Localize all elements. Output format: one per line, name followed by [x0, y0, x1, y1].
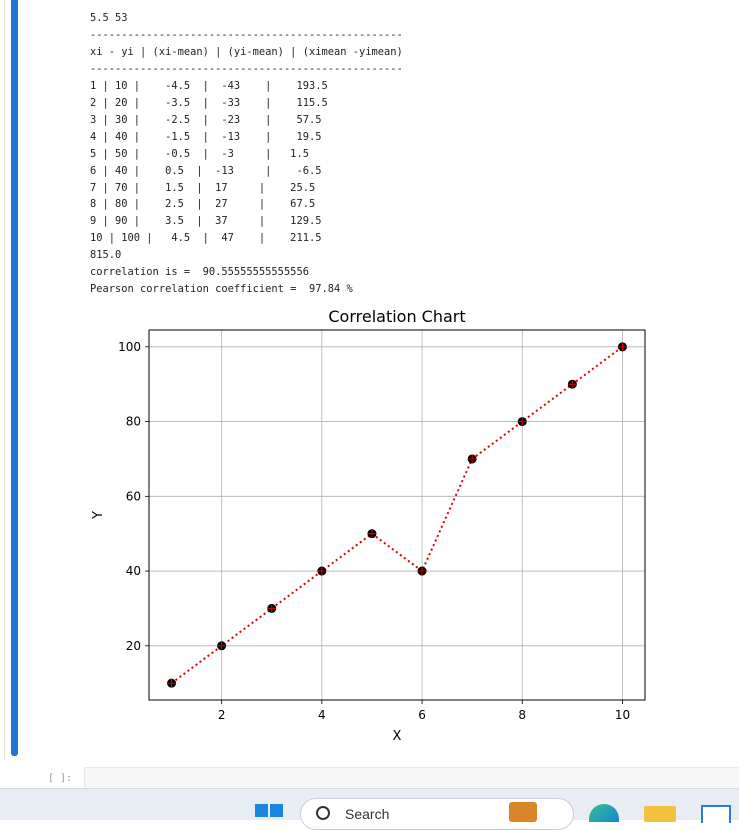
chart-grid: [149, 330, 645, 700]
output-line: 5 | 50 | -0.5 | -3 | 1.5: [90, 147, 309, 160]
output-line: 1 | 10 | -4.5 | -43 | 193.5: [90, 79, 328, 92]
y-axis-label: Y: [91, 511, 106, 520]
series-line: [170, 346, 624, 684]
empty-code-cell[interactable]: [84, 767, 739, 790]
cell-selection-bar[interactable]: [11, 0, 18, 756]
output-line: 8 | 80 | 2.5 | 27 | 67.5: [90, 198, 316, 211]
x-tick-label: 4: [318, 708, 326, 722]
data-point-cross: [418, 567, 427, 576]
output-line: xi - yi | (xi-mean) | (yi-mean) | (ximea…: [90, 45, 403, 58]
output-line: 2 | 20 | -3.5 | -33 | 115.5: [90, 96, 328, 109]
data-point-cross: [217, 641, 226, 650]
correlation-chart: Correlation Chart 2 4 6 8 10 20 40 60 80 100 X Y: [91, 307, 646, 744]
output-line: 3 | 30 | -2.5 | -23 | 57.5: [90, 113, 322, 126]
output-line: ----------------------------------------…: [90, 28, 403, 41]
axes-frame: [148, 329, 646, 701]
data-point-cross: [618, 342, 627, 351]
output-line: ----------------------------------------…: [90, 62, 403, 75]
cell-border: [4, 0, 739, 760]
data-point-cross: [167, 679, 176, 688]
output-line: Pearson correlation coefficient = 97.84 …: [90, 283, 353, 296]
edge-browser-icon[interactable]: [589, 804, 619, 822]
output-line: 7 | 70 | 1.5 | 17 | 25.5: [90, 181, 316, 194]
data-point-cross: [468, 454, 477, 463]
taskbar-search-box[interactable]: Search: [300, 798, 574, 830]
output-line: 10 | 100 | 4.5 | 47 | 211.5: [90, 232, 322, 245]
search-icon: [316, 806, 330, 820]
data-point-cross: [317, 567, 326, 576]
y-tick-label: 40: [126, 564, 141, 578]
chart-ticks: 2 4 6 8 10 20 40 60 80 100: [118, 340, 630, 722]
y-tick-label: 80: [126, 415, 141, 429]
chart-title: Correlation Chart: [328, 307, 465, 326]
data-point-cross: [267, 604, 276, 613]
briefcase-icon: [509, 802, 537, 822]
file-explorer-icon[interactable]: [644, 806, 676, 822]
x-axis-label: X: [393, 729, 402, 744]
y-tick-label: 100: [118, 340, 141, 354]
output-line: 4 | 40 | -1.5 | -13 | 19.5: [90, 130, 322, 143]
cell-output-text: 5.5 53 ---------------------------------…: [90, 10, 403, 298]
chart-series: [167, 342, 627, 688]
data-point-cross: [367, 529, 376, 538]
windows-start-icon[interactable]: [255, 804, 284, 820]
output-line: 5.5 53: [90, 12, 128, 24]
output-line: 9 | 90 | 3.5 | 37 | 129.5: [90, 215, 322, 228]
output-line: 815.0: [90, 249, 122, 262]
output-line: 6 | 40 | 0.5 | -13 | -6.5: [90, 164, 322, 177]
y-tick-label: 60: [126, 489, 141, 503]
x-tick-label: 10: [615, 708, 630, 722]
output-line: correlation is = 90.55555555555556: [90, 266, 309, 279]
x-tick-label: 6: [418, 708, 426, 722]
store-icon[interactable]: [701, 805, 731, 823]
x-tick-label: 2: [218, 708, 226, 722]
data-point-cross: [568, 380, 577, 389]
x-tick-label: 8: [518, 708, 526, 722]
search-label: Search: [345, 806, 390, 822]
y-tick-label: 20: [126, 639, 141, 653]
data-point-cross: [518, 417, 527, 426]
cell-prompt: [ ]:: [48, 773, 73, 784]
taskbar: Search: [0, 788, 739, 830]
